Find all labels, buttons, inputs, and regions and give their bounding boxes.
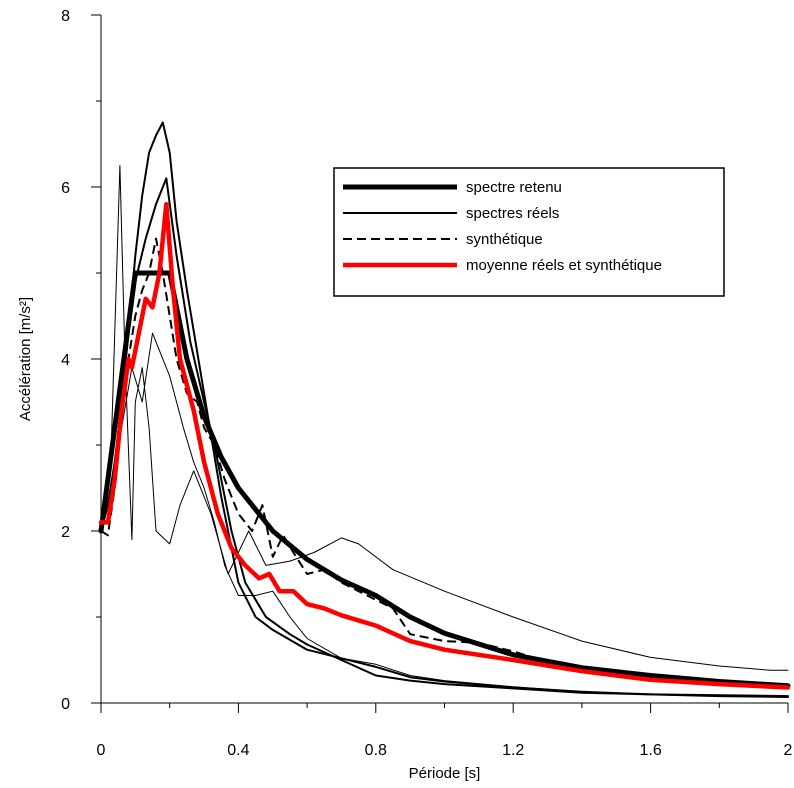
y-tick-label: 4 (61, 352, 70, 369)
series-line-2 (100, 177, 789, 698)
legend-label: moyenne réels et synthétique (466, 257, 662, 274)
series-line-5 (100, 237, 789, 687)
x-tick-label: 0 (97, 742, 106, 759)
legend-label: synthétique (466, 231, 543, 248)
y-tick-label: 2 (61, 524, 70, 541)
y-axis-title: Accélération [m/s²] (17, 297, 34, 421)
x-tick-label: 1.6 (639, 742, 661, 759)
series-line-1 (100, 121, 789, 698)
x-axis-title: Période [s] (409, 765, 481, 782)
y-tick-label: 8 (61, 8, 70, 25)
legend: spectre retenu spectres réels synthétique m… (333, 167, 725, 297)
x-tick-label: 0.8 (365, 742, 387, 759)
x-tick-label: 0.4 (227, 742, 249, 759)
series-layer (98, 121, 791, 698)
legend-label: spectre retenu (466, 179, 562, 196)
series-line-3 (100, 165, 789, 671)
axes: 0 2 4 6 8 0 0.4 0.8 1.2 1.6 2 (61, 8, 792, 759)
y-tick-label: 6 (61, 180, 70, 197)
y-tick-label: 0 (61, 696, 70, 713)
x-tick-label: 2 (784, 742, 793, 759)
series-line-0 (98, 270, 791, 689)
series-line-6 (98, 201, 791, 690)
x-tick-label: 1.2 (502, 742, 524, 759)
series-line-4 (100, 332, 789, 698)
legend-label: spectres réels (466, 205, 559, 222)
